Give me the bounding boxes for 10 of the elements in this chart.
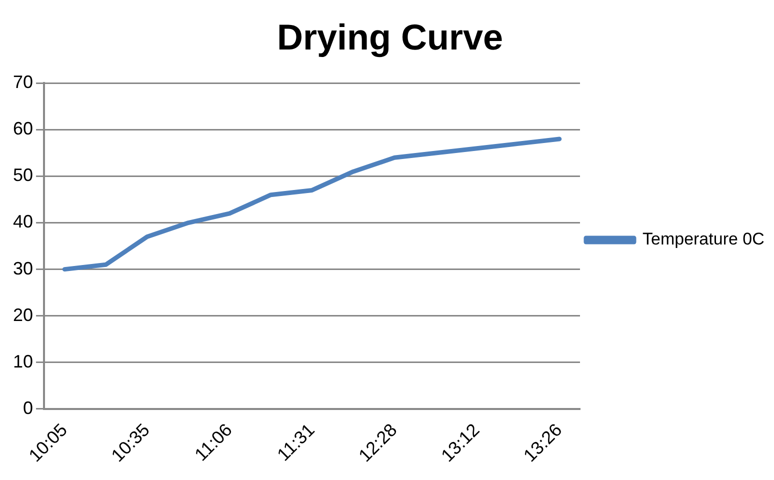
y-tick-label: 30 [12,258,34,278]
y-tick-label: 70 [12,72,34,92]
y-tick-label: 60 [12,118,34,139]
y-tick-label: 10 [12,351,34,372]
y-tick-label: 0 [23,398,34,418]
legend-label: Temperature 0C [642,230,764,249]
y-tick-label: 50 [12,165,34,186]
chart-title: Drying Curve [276,16,504,58]
y-tick-label: 20 [12,304,34,325]
y-tick-label: 40 [12,212,34,232]
